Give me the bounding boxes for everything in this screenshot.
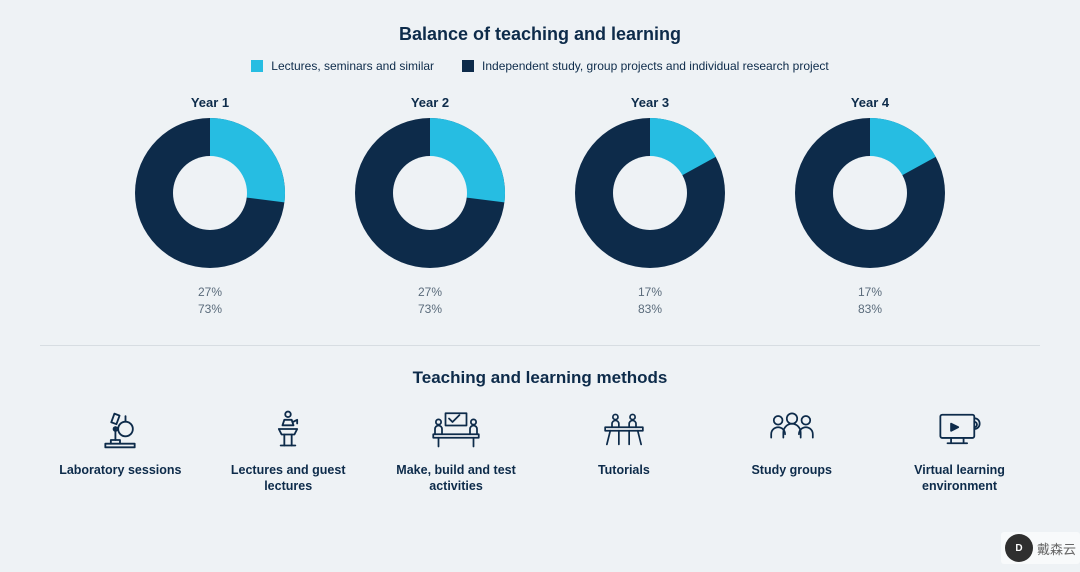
- balance-section: Balance of teaching and learning Lecture…: [0, 0, 1080, 319]
- year-label: Year 3: [570, 95, 730, 110]
- donut-row: Year 1 27% 73% Year 2 27% 73% Year 3: [0, 95, 1080, 319]
- method-item: Tutorials: [546, 406, 701, 495]
- workshop-icon: [379, 406, 534, 452]
- year-label: Year 1: [130, 95, 290, 110]
- watermark: D 戴森云: [1001, 532, 1080, 564]
- pct-lectures: 17%: [570, 284, 730, 301]
- methods-section: Teaching and learning methods Laboratory…: [0, 346, 1080, 495]
- pct-independent: 73%: [130, 301, 290, 318]
- pct-independent: 73%: [350, 301, 510, 318]
- method-label: Tutorials: [546, 462, 701, 478]
- year-percentages: 17% 83%: [570, 284, 730, 319]
- year-column: Year 4 17% 83%: [790, 95, 950, 319]
- vle-icon: [882, 406, 1037, 452]
- method-label: Lectures and guest lectures: [211, 462, 366, 495]
- year-percentages: 17% 83%: [790, 284, 950, 319]
- year-label: Year 2: [350, 95, 510, 110]
- method-item: Study groups: [714, 406, 869, 495]
- method-item: Make, build and test activities: [379, 406, 534, 495]
- year-percentages: 27% 73%: [350, 284, 510, 319]
- methods-title: Teaching and learning methods: [0, 368, 1080, 388]
- method-label: Make, build and test activities: [379, 462, 534, 495]
- method-label: Study groups: [714, 462, 869, 478]
- year-column: Year 2 27% 73%: [350, 95, 510, 319]
- methods-row: Laboratory sessions Lectures and guest l…: [0, 406, 1080, 495]
- legend-item-independent: Independent study, group projects and in…: [462, 59, 829, 73]
- method-item: Laboratory sessions: [43, 406, 198, 495]
- year-column: Year 1 27% 73%: [130, 95, 290, 319]
- balance-title: Balance of teaching and learning: [0, 24, 1080, 45]
- pct-lectures: 17%: [790, 284, 950, 301]
- donut-chart: [355, 118, 505, 268]
- pct-lectures: 27%: [350, 284, 510, 301]
- donut-chart: [575, 118, 725, 268]
- legend-item-lectures: Lectures, seminars and similar: [251, 59, 434, 73]
- legend-swatch-independent: [462, 60, 474, 72]
- tutorial-icon: [546, 406, 701, 452]
- method-item: Virtual learning environment: [882, 406, 1037, 495]
- donut-chart: [135, 118, 285, 268]
- watermark-text: 戴森云: [1037, 539, 1076, 558]
- donut-chart: [795, 118, 945, 268]
- watermark-avatar-initial: D: [1015, 543, 1022, 554]
- year-label: Year 4: [790, 95, 950, 110]
- watermark-avatar: D: [1005, 534, 1033, 562]
- method-label: Laboratory sessions: [43, 462, 198, 478]
- year-column: Year 3 17% 83%: [570, 95, 730, 319]
- legend-label-lectures: Lectures, seminars and similar: [271, 59, 434, 73]
- pct-independent: 83%: [790, 301, 950, 318]
- legend-swatch-lectures: [251, 60, 263, 72]
- lectern-icon: [211, 406, 366, 452]
- year-percentages: 27% 73%: [130, 284, 290, 319]
- group-icon: [714, 406, 869, 452]
- microscope-icon: [43, 406, 198, 452]
- legend: Lectures, seminars and similar Independe…: [0, 59, 1080, 73]
- method-item: Lectures and guest lectures: [211, 406, 366, 495]
- legend-label-independent: Independent study, group projects and in…: [482, 59, 829, 73]
- pct-lectures: 27%: [130, 284, 290, 301]
- method-label: Virtual learning environment: [882, 462, 1037, 495]
- pct-independent: 83%: [570, 301, 730, 318]
